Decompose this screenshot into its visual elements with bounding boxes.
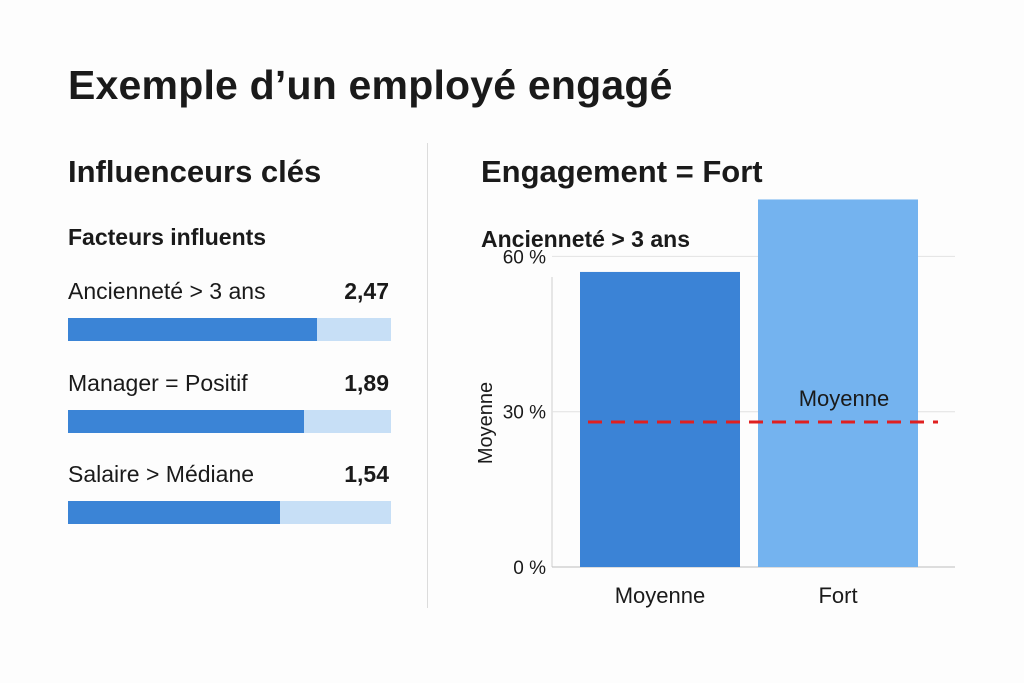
chart-title: Ancienneté > 3 ans [481,226,690,252]
panel-divider [427,143,428,608]
x-tick-label: Fort [818,583,857,608]
factor-item[interactable]: Ancienneté > 3 ans 2,47 [68,278,391,348]
y-tick-label: 60 % [503,247,546,268]
factor-label: Salaire > Médiane [68,461,255,487]
average-line-label: Moyenne [799,386,890,411]
factor-item[interactable]: Manager = Positif 1,89 [68,370,391,440]
factor-label: Ancienneté > 3 ans [68,278,266,304]
page-title: Exemple d’un employé engagé [68,62,673,108]
engagement-title: Engagement = Fort [481,154,763,189]
bar-moyenne [580,271,740,567]
y-tick-label: 30 % [503,403,546,424]
engagement-bar-chart: Ancienneté > 3 ans 0 % 30 % 60 % Moyenne Moye… [475,199,955,608]
factor-bar-track [68,318,391,341]
factor-bar-track [68,410,391,433]
y-tick-label: 0 % [513,558,546,579]
factor-bar-fill [68,318,317,341]
factor-bar-fill [68,501,280,524]
factor-value: 1,89 [344,370,389,396]
key-influencers-title: Influenceurs clés [68,154,322,189]
factor-value: 2,47 [344,278,389,304]
influencing-factors-subtitle: Facteurs influents [68,224,267,250]
bar-fort [758,199,918,567]
factor-value: 1,54 [344,461,389,487]
factor-item[interactable]: Salaire > Médiane 1,54 [68,461,391,531]
y-axis-label: Moyenne [475,382,497,464]
factor-label: Manager = Positif [68,370,248,396]
factor-bar-track [68,501,391,524]
x-tick-label: Moyenne [615,583,706,608]
factor-bar-fill [68,410,304,433]
